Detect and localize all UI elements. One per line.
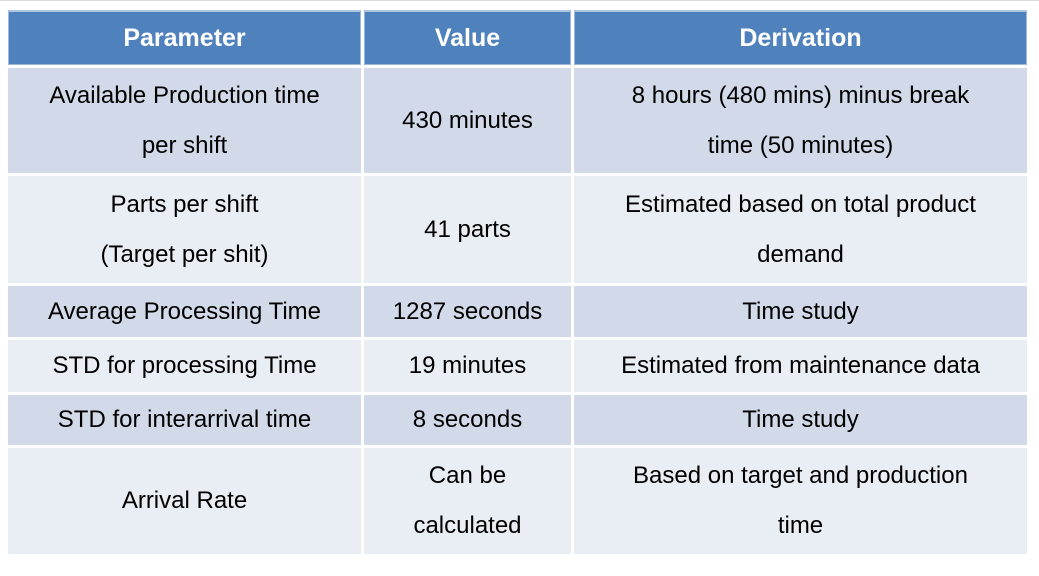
table-row: STD for processing Time 19 minutes Estim…: [8, 340, 1027, 392]
table-row: Average Processing Time 1287 seconds Tim…: [8, 286, 1027, 337]
table-row: Available Production time per shift 430 …: [8, 68, 1027, 173]
cell-derivation: 8 hours (480 mins) minus break time (50 …: [574, 68, 1027, 173]
cell-derivation: Time study: [574, 286, 1027, 337]
table-row: Arrival Rate Can be calculated Based on …: [8, 448, 1027, 554]
cell-value: 430 minutes: [364, 68, 571, 173]
cell-value: Can be calculated: [364, 448, 571, 554]
cell-parameter: STD for processing Time: [8, 340, 361, 392]
parameters-table: Parameter Value Derivation Available Pro…: [8, 10, 1027, 554]
cell-derivation: Estimated based on total product demand: [574, 176, 1027, 283]
top-edge-line: [0, 0, 1039, 1]
table-row: STD for interarrival time 8 seconds Time…: [8, 395, 1027, 445]
header-cell-parameter: Parameter: [8, 10, 361, 65]
cell-parameter: Available Production time per shift: [8, 68, 361, 173]
cell-derivation: Estimated from maintenance data: [574, 340, 1027, 392]
cell-parameter: STD for interarrival time: [8, 395, 361, 445]
cell-parameter: Arrival Rate: [8, 448, 361, 554]
header-row: Parameter Value Derivation: [8, 10, 1027, 65]
cell-value: 8 seconds: [364, 395, 571, 445]
cell-value: 1287 seconds: [364, 286, 571, 337]
cell-derivation: Time study: [574, 395, 1027, 445]
cell-parameter: Parts per shift (Target per shit): [8, 176, 361, 283]
cell-value: 19 minutes: [364, 340, 571, 392]
cell-value: 41 parts: [364, 176, 571, 283]
header-cell-derivation: Derivation: [574, 10, 1027, 65]
cell-parameter: Average Processing Time: [8, 286, 361, 337]
header-cell-value: Value: [364, 10, 571, 65]
table-row: Parts per shift (Target per shit) 41 par…: [8, 176, 1027, 283]
cell-derivation: Based on target and production time: [574, 448, 1027, 554]
